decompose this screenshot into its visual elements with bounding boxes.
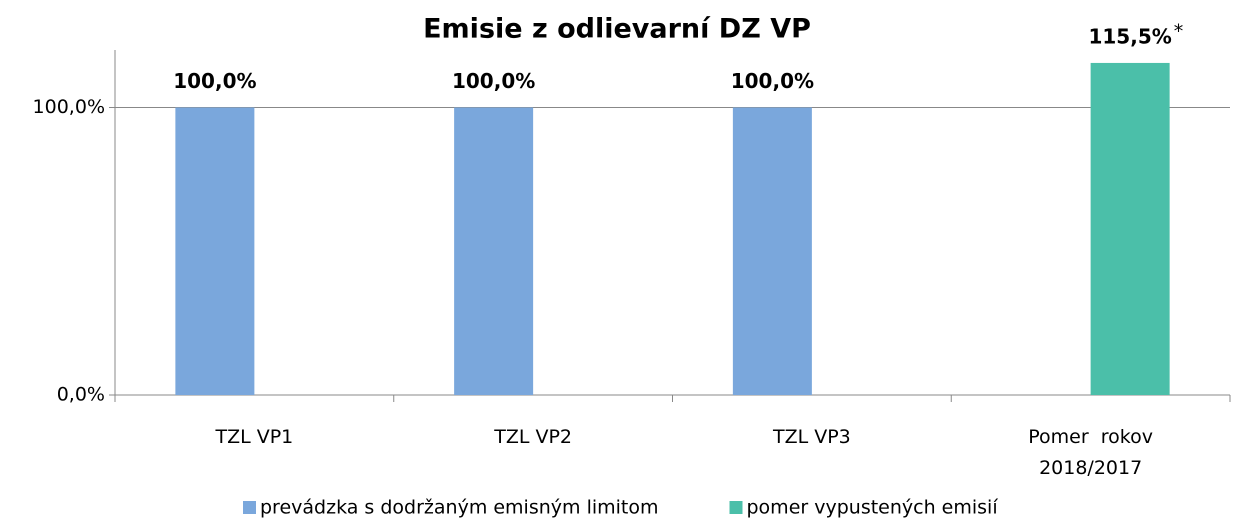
x-tick-label-line: 2018/2017 bbox=[1039, 457, 1142, 479]
bar bbox=[732, 107, 812, 395]
legend-swatch bbox=[729, 501, 743, 514]
x-tick-label-line: TZL VP1 bbox=[214, 426, 293, 448]
x-tick-label: Pomer rokov 2018/2017 bbox=[1028, 426, 1153, 479]
annotation: * bbox=[1174, 20, 1184, 42]
legend-label: pomer vypustených emisií bbox=[747, 497, 999, 519]
legend-label: prevádzka s dodržaným emisným limitom bbox=[260, 497, 659, 519]
x-tick-label-line: TZL VP2 bbox=[493, 426, 572, 448]
legend-swatch bbox=[243, 501, 256, 514]
chart-title: Emisie z odlievarní DZ VP bbox=[423, 14, 811, 45]
bar bbox=[175, 107, 255, 395]
x-tick-label: TZL VP3 bbox=[772, 426, 851, 448]
x-tick-label: TZL VP2 bbox=[493, 426, 572, 448]
value-label: 100,0% bbox=[731, 69, 814, 93]
x-tick-label-line: TZL VP3 bbox=[772, 426, 851, 448]
y-tick-label: 100,0% bbox=[33, 96, 105, 118]
bar bbox=[454, 107, 534, 395]
y-tick-label: 0,0% bbox=[57, 384, 105, 406]
x-tick-label: TZL VP1 bbox=[214, 426, 293, 448]
value-label: 100,0% bbox=[173, 69, 256, 93]
x-tick-label-line: Pomer rokov bbox=[1028, 426, 1153, 448]
value-label: 100,0% bbox=[452, 69, 535, 93]
value-label: 115,5% bbox=[1088, 24, 1171, 48]
bar bbox=[1090, 62, 1170, 395]
